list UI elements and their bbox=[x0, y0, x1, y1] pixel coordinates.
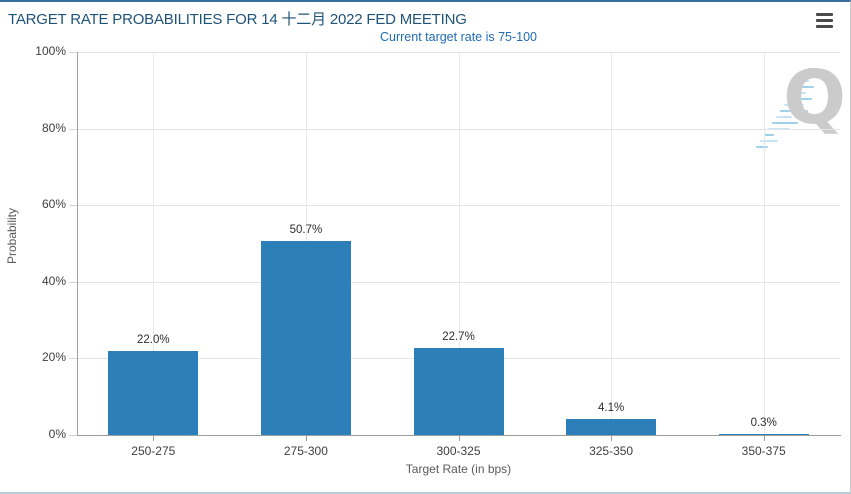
y-tick bbox=[69, 52, 77, 53]
bar-value-label: 22.7% bbox=[442, 331, 475, 343]
gridline-vertical bbox=[153, 52, 155, 435]
y-tick-label: 0% bbox=[48, 427, 66, 441]
y-axis-title: Probability bbox=[5, 208, 19, 265]
page-title: TARGET RATE PROBABILITIES FOR 14 十二月 202… bbox=[8, 11, 467, 28]
y-tick bbox=[69, 128, 77, 130]
bar-300-325 bbox=[413, 348, 504, 435]
y-tick-label: 60% bbox=[41, 197, 66, 212]
y-tick bbox=[69, 435, 77, 436]
y-tick bbox=[69, 358, 77, 360]
y-tick-label: 100% bbox=[35, 44, 66, 58]
quikstrike-logo: Q bbox=[754, 58, 848, 158]
x-tick bbox=[458, 436, 460, 441]
y-tick-label: 80% bbox=[41, 120, 66, 135]
bar-325-350 bbox=[566, 419, 657, 435]
y-axis-line bbox=[77, 52, 78, 435]
x-tick-label: 350-375 bbox=[741, 444, 786, 458]
logo-dashes-decoration bbox=[754, 58, 848, 158]
bar-275-300 bbox=[260, 241, 351, 435]
x-tick bbox=[763, 436, 765, 441]
x-tick-label: 250-275 bbox=[131, 444, 176, 458]
x-axis-title: Target Rate (in bps) bbox=[405, 462, 512, 476]
y-tick-label: 20% bbox=[41, 350, 66, 365]
y-tick bbox=[69, 205, 77, 207]
gridline-vertical bbox=[763, 52, 765, 435]
x-tick-label: 300-325 bbox=[436, 444, 481, 458]
gridline-vertical bbox=[458, 52, 460, 435]
bar-value-label: 0.3% bbox=[750, 417, 777, 429]
bar-value-label: 4.1% bbox=[597, 402, 625, 414]
x-tick bbox=[611, 436, 613, 441]
logo-letter-q: Q bbox=[783, 55, 846, 141]
gridline-vertical bbox=[611, 52, 613, 435]
x-tick bbox=[305, 436, 307, 441]
x-tick bbox=[153, 436, 155, 441]
bar-350-375 bbox=[718, 434, 809, 435]
chart-menu-button[interactable] bbox=[816, 10, 838, 30]
hamburger-icon bbox=[816, 13, 838, 28]
x-tick-label: 275-300 bbox=[283, 444, 328, 458]
bar-value-label: 50.7% bbox=[289, 224, 323, 236]
y-tick-label: 40% bbox=[41, 273, 66, 288]
x-axis-line bbox=[77, 435, 841, 436]
bar-value-label: 22.0% bbox=[136, 334, 170, 346]
y-tick bbox=[69, 281, 77, 283]
bar-250-275 bbox=[108, 351, 199, 435]
x-tick-label: 325-350 bbox=[589, 444, 634, 458]
chart-subtitle: Current target rate is 75-100 bbox=[379, 30, 538, 44]
